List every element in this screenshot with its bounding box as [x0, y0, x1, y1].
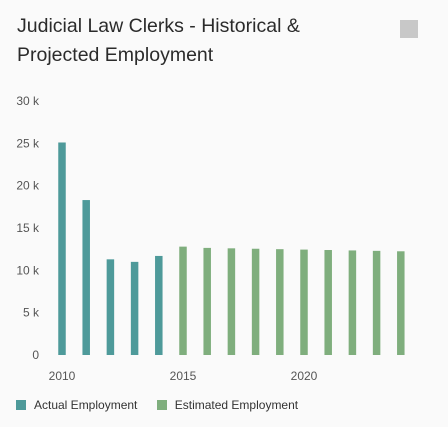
chart-menu-icon[interactable] [400, 20, 418, 38]
bar-chart: 0 5 k 10 k 15 k 20 k 25 k 30 k 2010 2015 2020 [16, 94, 405, 383]
x-tick-label: 2010 [49, 369, 76, 383]
y-tick-label: 20 k [16, 179, 40, 193]
bar-estimated-2024[interactable] [397, 251, 405, 355]
chart-legend: Actual Employment Estimated Employment [16, 398, 314, 413]
bar-actual-2012[interactable] [106, 259, 115, 355]
bar-estimated-2019[interactable] [276, 249, 284, 355]
y-tick-label: 15 k [16, 221, 40, 235]
y-tick-label: 0 [32, 348, 39, 362]
bar-estimated-2020[interactable] [300, 249, 308, 355]
bar-actual-2011[interactable] [82, 200, 90, 355]
chart-title: Judicial Law Clerks - Historical & Proje… [17, 15, 300, 66]
y-tick-label: 10 k [16, 263, 40, 277]
bar-estimated-2022[interactable] [348, 250, 357, 355]
bar-estimated-2023[interactable] [372, 250, 381, 355]
legend-label-estimated: Estimated Employment [174, 398, 299, 412]
x-tick-label: 2015 [170, 369, 197, 383]
legend-swatch-actual [16, 400, 26, 410]
bar-actual-2013[interactable] [130, 261, 139, 355]
bar-estimated-2017[interactable] [227, 248, 236, 355]
legend-item-estimated[interactable]: Estimated Employment [156, 398, 299, 412]
legend-swatch-estimated [156, 400, 167, 410]
y-tick-label: 30 k [16, 94, 40, 108]
bar-estimated-2021[interactable] [324, 250, 332, 355]
bar-estimated-2015[interactable] [179, 246, 187, 355]
legend-item-actual[interactable]: Actual Employment [16, 398, 137, 412]
bar-estimated-2018[interactable] [251, 248, 260, 355]
y-tick-label: 25 k [16, 136, 40, 150]
bar-actual-2010[interactable] [58, 142, 66, 355]
bar-estimated-2016[interactable] [203, 247, 211, 355]
x-tick-label: 2020 [291, 369, 318, 383]
legend-label-actual: Actual Employment [34, 398, 138, 412]
y-tick-label: 5 k [23, 306, 40, 320]
bar-actual-2014[interactable] [155, 255, 163, 355]
